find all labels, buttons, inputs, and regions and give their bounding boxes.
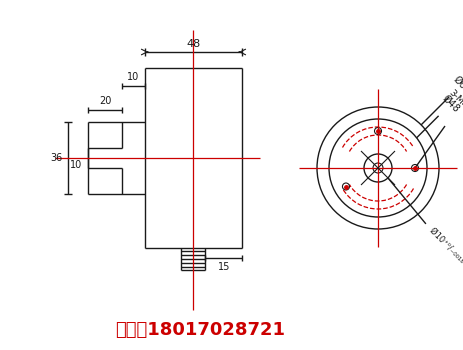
Text: 20: 20 [99, 96, 111, 106]
Text: 15: 15 [217, 262, 230, 272]
Text: Ø60: Ø60 [450, 74, 463, 95]
Text: Ø48: Ø48 [440, 93, 461, 114]
Text: 36: 36 [50, 153, 63, 163]
Text: 3-M4−10: 3-M4−10 [446, 89, 463, 124]
Text: 手机：18017028721: 手机：18017028721 [115, 321, 284, 339]
Text: 10: 10 [70, 160, 82, 170]
Text: 10: 10 [127, 72, 139, 82]
Text: Ø10⁺⁰⁠/₋₀₀₁₈: Ø10⁺⁰⁠/₋₀₀₁₈ [427, 226, 463, 265]
Text: 48: 48 [186, 39, 200, 49]
